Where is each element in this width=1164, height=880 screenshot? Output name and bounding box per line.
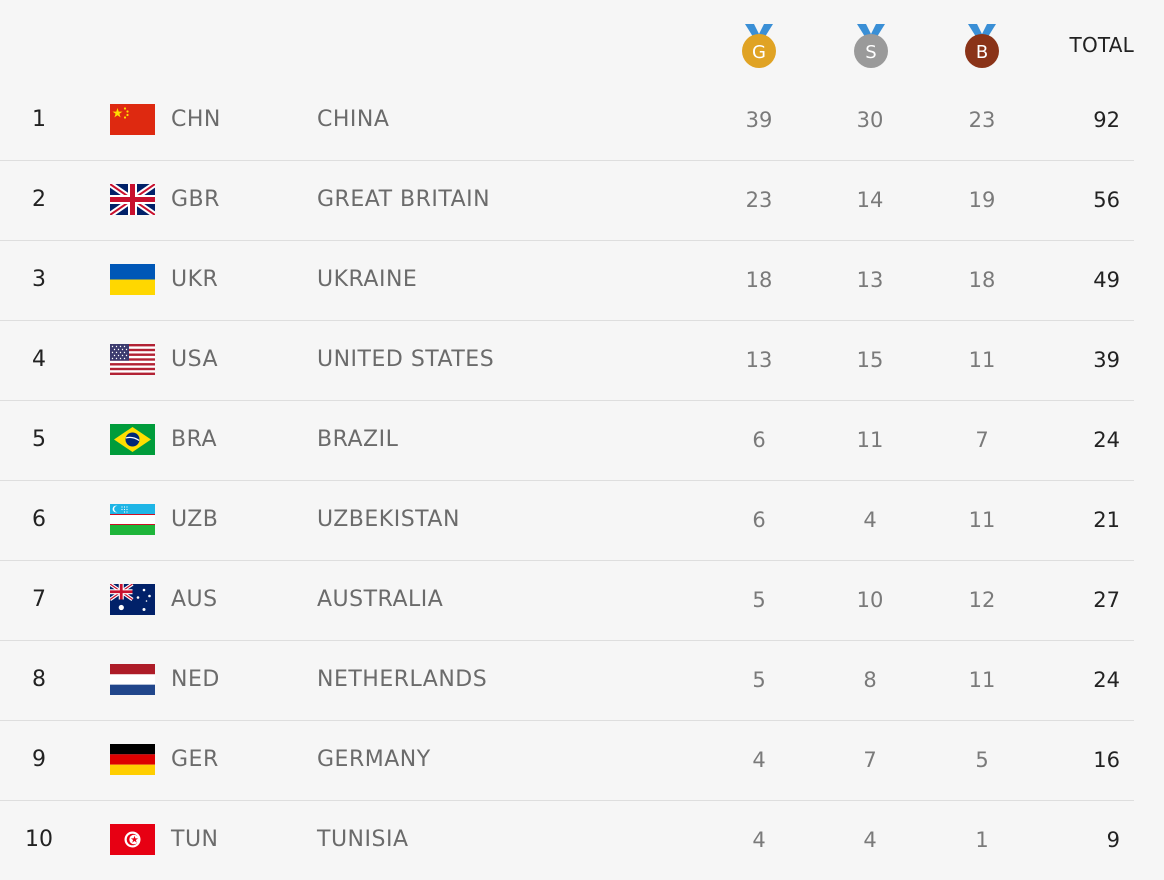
- total-count: 24: [1093, 668, 1120, 692]
- table-row[interactable]: 5 BRA BRAZIL 6 11 7 24: [0, 400, 1134, 481]
- gold-count: 4: [752, 828, 766, 852]
- country-code: BRA: [171, 427, 218, 452]
- country-name: TUNISIA: [317, 827, 409, 852]
- silver-count: 15: [856, 348, 884, 372]
- table-row[interactable]: 8 NED NETHERLANDS 5 8 11 24: [0, 640, 1134, 721]
- silver-count: 10: [856, 588, 884, 612]
- country-code: TUN: [171, 827, 219, 852]
- bronze-letter: B: [976, 42, 988, 63]
- gold-count: 4: [752, 748, 766, 772]
- gold-count: 6: [752, 428, 766, 452]
- total-count: 16: [1093, 748, 1120, 772]
- total-column-header: TOTAL: [1069, 33, 1134, 57]
- flag-great-britain-icon: [110, 184, 155, 215]
- flag-ukraine-icon: [110, 264, 155, 295]
- country-name: NETHERLANDS: [317, 667, 488, 692]
- total-count: 24: [1093, 428, 1120, 452]
- country-code: CHN: [171, 107, 221, 132]
- total-count: 39: [1093, 348, 1120, 372]
- flag-netherlands-icon: [110, 664, 155, 695]
- rank: 9: [32, 747, 46, 772]
- bronze-count: 5: [975, 748, 989, 772]
- silver-count: 14: [856, 188, 884, 212]
- gold-medal-icon: G: [739, 22, 779, 70]
- flag-germany-icon: [110, 744, 155, 775]
- country-code: GBR: [171, 187, 220, 212]
- table-row[interactable]: 10 TUN TUNISIA 4 4 1 9: [0, 800, 1134, 880]
- rank: 8: [32, 667, 46, 692]
- silver-count: 7: [863, 748, 877, 772]
- country-name: UKRAINE: [317, 267, 418, 292]
- country-code: USA: [171, 347, 219, 372]
- rank: 10: [25, 827, 53, 852]
- rank: 3: [32, 267, 46, 292]
- gold-count: 5: [752, 588, 766, 612]
- rank: 1: [32, 107, 46, 132]
- silver-count: 4: [863, 828, 877, 852]
- country-name: UZBEKISTAN: [317, 507, 460, 532]
- bronze-medal-icon: B: [962, 22, 1002, 70]
- table-row[interactable]: 6 UZB UZBEKISTAN 6 4 11 21: [0, 480, 1134, 561]
- silver-count: 30: [856, 108, 884, 132]
- gold-count: 13: [745, 348, 773, 372]
- flag-china-icon: [110, 104, 155, 135]
- table-row[interactable]: 7 AUS AUSTRAL: [0, 560, 1134, 641]
- country-name: AUSTRALIA: [317, 587, 444, 612]
- bronze-count: 7: [975, 428, 989, 452]
- rank: 4: [32, 347, 46, 372]
- country-code: AUS: [171, 587, 218, 612]
- total-count: 56: [1093, 188, 1120, 212]
- country-code: UZB: [171, 507, 219, 532]
- country-name: GREAT BRITAIN: [317, 187, 491, 212]
- gold-count: 18: [745, 268, 773, 292]
- bronze-count: 23: [968, 108, 996, 132]
- gold-count: 6: [752, 508, 766, 532]
- gold-letter: G: [752, 42, 766, 63]
- flag-tunisia-icon: [110, 824, 155, 855]
- silver-medal-icon: S: [851, 22, 891, 70]
- country-name: GERMANY: [317, 747, 431, 772]
- flag-uzbekistan-icon: [110, 504, 155, 535]
- table-row[interactable]: 1 CHN CHINA 39 30 23 92: [0, 80, 1134, 161]
- rank: 7: [32, 587, 46, 612]
- total-count: 9: [1106, 828, 1120, 852]
- gold-count: 5: [752, 668, 766, 692]
- total-count: 49: [1093, 268, 1120, 292]
- silver-count: 13: [856, 268, 884, 292]
- bronze-count: 12: [968, 588, 996, 612]
- gold-count: 23: [745, 188, 773, 212]
- total-count: 92: [1093, 108, 1120, 132]
- table-row[interactable]: 3 UKR UKRAINE 18 13 18 49: [0, 240, 1134, 321]
- rank: 6: [32, 507, 46, 532]
- table-row[interactable]: 9 GER GERMANY 4 7 5 16: [0, 720, 1134, 801]
- country-name: BRAZIL: [317, 427, 399, 452]
- bronze-count: 11: [968, 508, 996, 532]
- country-name: CHINA: [317, 107, 390, 132]
- flag-australia-icon: [110, 584, 155, 615]
- table-row[interactable]: 4 USA UNITED S: [0, 320, 1134, 401]
- bronze-count: 11: [968, 348, 996, 372]
- silver-count: 11: [856, 428, 884, 452]
- total-count: 21: [1093, 508, 1120, 532]
- bronze-count: 18: [968, 268, 996, 292]
- country-name: UNITED STATES: [317, 347, 495, 372]
- flag-usa-icon: [110, 344, 155, 375]
- table-row[interactable]: 2 GBR GREAT BRITAIN 23 14 19 56: [0, 160, 1134, 241]
- flag-brazil-icon: [110, 424, 155, 455]
- rank: 5: [32, 427, 46, 452]
- silver-count: 8: [863, 668, 877, 692]
- total-count: 27: [1093, 588, 1120, 612]
- bronze-count: 19: [968, 188, 996, 212]
- country-code: GER: [171, 747, 219, 772]
- medal-table-header: G S B TOTAL: [0, 0, 1164, 80]
- gold-count: 39: [745, 108, 773, 132]
- rank: 2: [32, 187, 46, 212]
- silver-letter: S: [865, 42, 876, 63]
- bronze-count: 11: [968, 668, 996, 692]
- bronze-count: 1: [975, 828, 989, 852]
- country-code: NED: [171, 667, 220, 692]
- silver-count: 4: [863, 508, 877, 532]
- country-code: UKR: [171, 267, 219, 292]
